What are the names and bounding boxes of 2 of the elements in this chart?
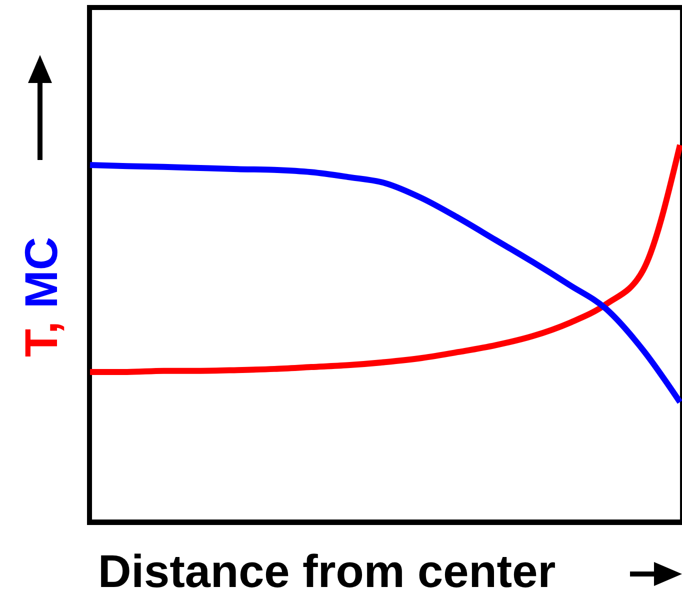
x-axis-title: Distance from center bbox=[98, 545, 556, 595]
y-axis-title: T, MC bbox=[15, 236, 67, 357]
